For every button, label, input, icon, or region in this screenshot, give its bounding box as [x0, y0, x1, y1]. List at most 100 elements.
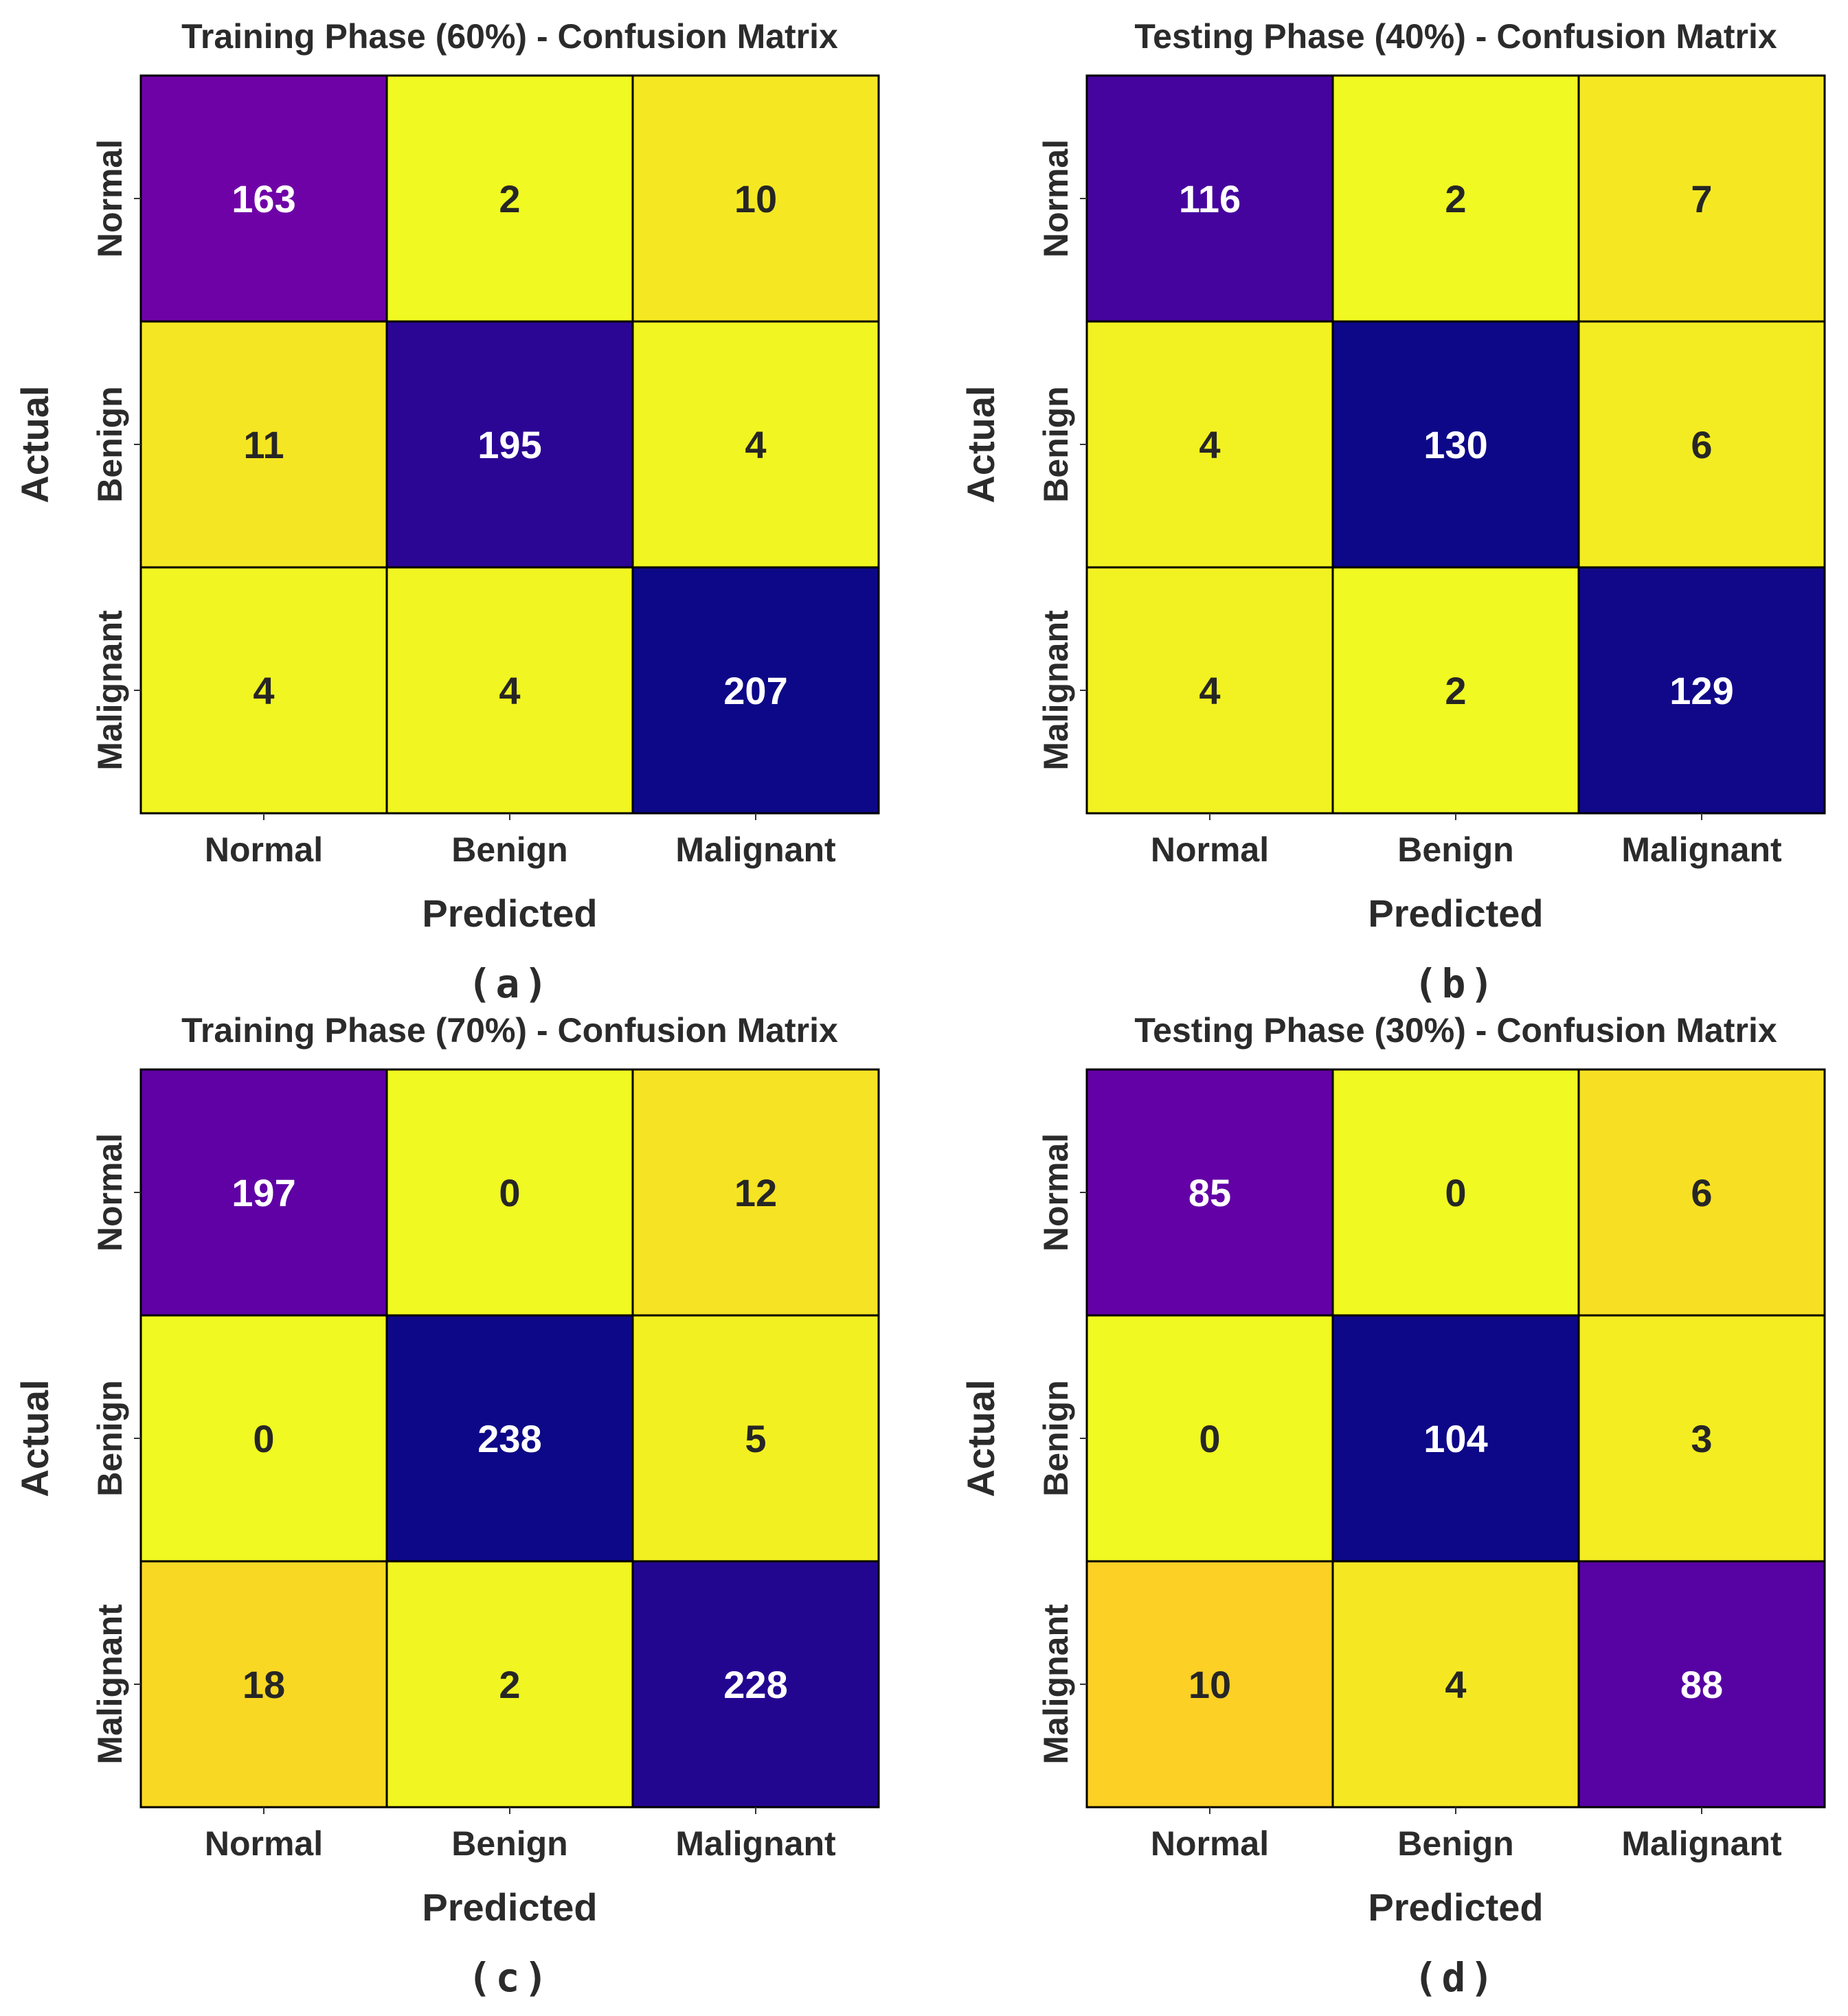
- cell-value-label: 2: [1445, 177, 1466, 220]
- panel-caption: (a): [468, 960, 552, 1007]
- x-axis-label: Predicted: [1368, 1885, 1543, 1929]
- panel-caption: (b): [1414, 960, 1498, 1007]
- y-tick-label: Benign: [1037, 1380, 1075, 1496]
- x-tick-label: Benign: [451, 1824, 567, 1863]
- cell-value-label: 0: [1199, 1417, 1220, 1460]
- cell-value-label: 197: [232, 1171, 295, 1214]
- y-tick-label: Malignant: [1037, 1604, 1075, 1765]
- cell-value-label: 10: [1188, 1663, 1231, 1706]
- panel-title: Testing Phase (30%) - Confusion Matrix: [1134, 1011, 1777, 1050]
- x-tick-label: Normal: [1151, 830, 1269, 869]
- x-tick-label: Benign: [451, 830, 567, 869]
- y-tick-label: Normal: [1037, 139, 1075, 258]
- heatmap-cell: [1577, 74, 1826, 323]
- y-tick-label: Benign: [91, 386, 129, 502]
- cell-value-label: 18: [243, 1663, 285, 1706]
- heatmap-cell: [631, 1068, 880, 1317]
- heatmap-cell: [139, 1314, 388, 1563]
- panel-d: Testing Phase (30%) - Confusion Matrix 85…: [959, 1011, 1826, 2001]
- cell-value-label: 163: [232, 177, 295, 220]
- cell-value-label: 4: [1199, 669, 1220, 712]
- cell-value-label: 129: [1669, 669, 1733, 712]
- cell-value-label: 4: [253, 669, 274, 712]
- panel-c: Training Phase (70%) - Confusion Matrix 1…: [13, 1011, 880, 2001]
- heatmap-cell: [1331, 1314, 1580, 1563]
- panel-caption: (d): [1414, 1954, 1498, 2001]
- heatmap-cell: [1331, 1560, 1580, 1809]
- heatmap-cell: [385, 320, 634, 569]
- panel-b: Testing Phase (40%) - Confusion Matrix 11…: [959, 17, 1826, 1007]
- cell-value-label: 6: [1691, 1171, 1712, 1214]
- heatmap-cell: [1331, 566, 1580, 815]
- y-tick-label: Malignant: [91, 1604, 129, 1765]
- heatmap-cell: [385, 1314, 634, 1563]
- x-tick-label: Normal: [1151, 1824, 1269, 1863]
- cell-value-label: 5: [745, 1417, 766, 1460]
- heatmap-cell: [139, 1068, 388, 1317]
- cell-value-label: 6: [1691, 423, 1712, 466]
- heatmap-cell: [385, 1560, 634, 1809]
- y-tick-label: Malignant: [1037, 610, 1075, 771]
- y-tick-label: Normal: [91, 139, 129, 258]
- cell-value-label: 2: [1445, 669, 1466, 712]
- y-axis-label: Actual: [13, 385, 56, 503]
- heatmap-cell: [139, 1560, 388, 1809]
- heatmap-cell: [139, 74, 388, 323]
- heatmap-cell: [1085, 1314, 1334, 1563]
- panel-title: Testing Phase (40%) - Confusion Matrix: [1134, 17, 1777, 56]
- cell-value-label: 207: [723, 669, 787, 712]
- heatmap-cell: [1577, 320, 1826, 569]
- cell-value-label: 4: [499, 669, 520, 712]
- cell-value-label: 0: [499, 1171, 520, 1214]
- cell-value-label: 3: [1691, 1417, 1712, 1460]
- cell-value-label: 228: [723, 1663, 787, 1706]
- heatmap-cell: [1331, 74, 1580, 323]
- x-tick-label: Normal: [205, 1824, 323, 1863]
- cell-value-label: 104: [1423, 1417, 1487, 1460]
- cell-value-label: 238: [477, 1417, 541, 1460]
- y-tick-label: Normal: [1037, 1133, 1075, 1251]
- cell-value-label: 88: [1680, 1663, 1723, 1706]
- y-tick-label: Benign: [91, 1380, 129, 1496]
- x-tick-label: Malignant: [1621, 1824, 1782, 1863]
- y-axis-label: Actual: [13, 1379, 56, 1497]
- heatmap-cell: [631, 320, 880, 569]
- panel-a: Training Phase (60%) - Confusion Matrix 1…: [13, 17, 880, 1007]
- cell-value-label: 0: [253, 1417, 274, 1460]
- x-axis-label: Predicted: [422, 1885, 597, 1929]
- x-tick-label: Malignant: [675, 1824, 836, 1863]
- cell-value-label: 7: [1691, 177, 1712, 220]
- x-tick-label: Malignant: [1621, 830, 1782, 869]
- cell-value-label: 11: [243, 423, 284, 466]
- heatmap-cell: [1577, 566, 1826, 815]
- cell-value-label: 4: [745, 423, 766, 466]
- heatmap-cell: [1577, 1068, 1826, 1317]
- panel-title: Training Phase (70%) - Confusion Matrix: [181, 1011, 838, 1050]
- cell-value-label: 0: [1445, 1171, 1466, 1214]
- heatmap-cell: [1085, 320, 1334, 569]
- y-axis-label: Actual: [959, 385, 1002, 503]
- cell-value-label: 116: [1179, 177, 1241, 220]
- x-tick-label: Benign: [1397, 1824, 1513, 1863]
- cell-value-label: 10: [734, 177, 777, 220]
- heatmap-cell: [139, 320, 388, 569]
- heatmap-cell: [385, 74, 634, 323]
- heatmap-cell: [1331, 320, 1580, 569]
- cell-value-label: 2: [499, 177, 520, 220]
- cell-value-label: 4: [1199, 423, 1220, 466]
- x-tick-label: Malignant: [675, 830, 836, 869]
- panel-caption: (c): [468, 1954, 552, 2001]
- cell-value-label: 130: [1423, 423, 1487, 466]
- x-axis-label: Predicted: [422, 892, 597, 935]
- y-tick-label: Benign: [1037, 386, 1075, 502]
- x-axis-label: Predicted: [1368, 892, 1543, 935]
- cell-value-label: 2: [499, 1663, 520, 1706]
- heatmap-cell: [385, 566, 634, 815]
- cell-value-label: 195: [477, 423, 541, 466]
- x-tick-label: Benign: [1397, 830, 1513, 869]
- heatmap-cell: [1085, 566, 1334, 815]
- heatmap-cell: [631, 1314, 880, 1563]
- cell-value-label: 4: [1445, 1663, 1466, 1706]
- x-tick-label: Normal: [205, 830, 323, 869]
